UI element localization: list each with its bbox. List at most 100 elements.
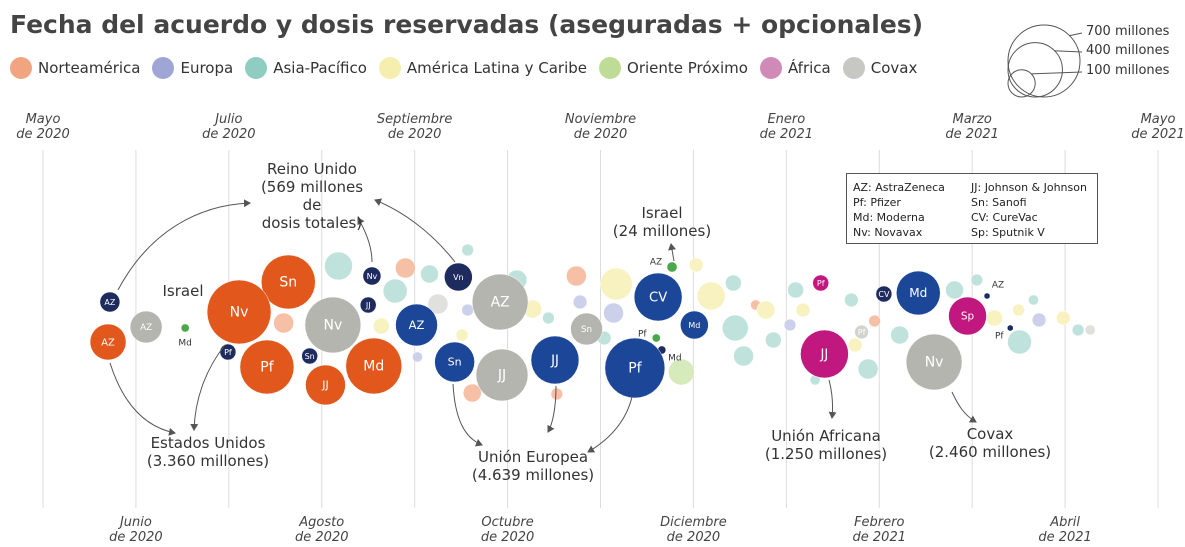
bubble (372, 317, 390, 335)
bubble (812, 274, 830, 292)
bubble (733, 345, 754, 367)
bubble (99, 291, 121, 313)
bubble-label: Md (178, 339, 191, 349)
bubble (600, 267, 633, 301)
bubble-label: Md (668, 354, 681, 364)
bubble (273, 312, 294, 334)
bubble (875, 285, 893, 303)
size-legend-label: 400 millones (1086, 43, 1170, 58)
bubble-label: Nv (367, 272, 378, 281)
bubble-label: AZ (650, 258, 662, 268)
legend-label: Europa (180, 59, 234, 77)
bubble (420, 264, 439, 284)
bubble (633, 272, 683, 322)
legend-item: Norteamérica (10, 57, 140, 79)
bubble (382, 278, 408, 304)
bubble (304, 296, 362, 354)
bubble (301, 347, 318, 365)
key-entry: Sn: Sanofi (971, 196, 1027, 209)
x-tick-label: Octubre de 2020 (480, 515, 535, 545)
bubble (471, 273, 529, 331)
size-legend-leader (1031, 71, 1083, 75)
legend-label: África (787, 59, 831, 77)
key-entry: Pf: Pfizer (853, 196, 901, 209)
bubble (1007, 329, 1032, 355)
key-entry: JJ: Johnson & Johnson (971, 181, 1087, 194)
x-tick-label: Agosto de 2020 (295, 515, 349, 545)
legend-label: Covax (870, 59, 918, 77)
bubble (345, 337, 403, 395)
bubble (756, 300, 776, 320)
x-tick-label: Julio de 2020 (202, 112, 256, 142)
legend-swatch (599, 57, 622, 79)
annotation: Estados Unidos (3.360 millones) (146, 434, 270, 470)
x-tick-label: Enero de 2021 (759, 112, 814, 142)
bubble-label: Md (909, 286, 927, 300)
bubble (787, 281, 804, 299)
arrows (109, 198, 977, 453)
bubble (362, 266, 382, 286)
bubble (550, 387, 564, 401)
bubble-label: JJ (365, 301, 371, 310)
bubble-label: JJ (497, 368, 506, 384)
bubble-label: Nv (324, 318, 343, 334)
bubble (689, 257, 704, 273)
size-legend-label: 100 millones (1086, 63, 1170, 78)
x-tick-label: Marzo de 2021 (945, 112, 999, 142)
bubble-label: Md (363, 359, 384, 375)
bubble (412, 351, 423, 363)
bubble (983, 292, 991, 300)
bubble (434, 341, 475, 383)
bubble (1071, 323, 1085, 337)
bubble (444, 262, 473, 292)
bubble (857, 358, 879, 380)
bubble (427, 293, 449, 315)
bubble-label: Pf (224, 348, 232, 357)
bubble (566, 265, 587, 287)
key-entry: Nv: Novavax (853, 226, 923, 239)
bubble (1012, 303, 1025, 317)
bubble-label: Md (688, 321, 700, 330)
bubble (395, 303, 438, 347)
bubble-label: AZ (140, 323, 152, 333)
bubble (324, 251, 353, 281)
bubble (721, 314, 749, 342)
key-entry: CV: CureVac (971, 211, 1038, 224)
x-tick-label: Mayo de 2020 (16, 112, 70, 142)
legend-swatch (378, 57, 401, 79)
x-tick-label: Septiembre de 2020 (376, 112, 453, 142)
legend-item: América Latina y Caribe (378, 57, 587, 79)
annotation: Israel (24 millones) (612, 204, 712, 240)
bubble (680, 310, 709, 340)
annotation: Unión Africana (1.250 millones) (764, 427, 888, 463)
bubble (948, 296, 987, 336)
bubble-label: Pf (638, 330, 647, 340)
bubble-label: Pf (858, 328, 866, 337)
bubble (1028, 294, 1039, 306)
bubble-label: AZ (992, 281, 1004, 291)
legend-swatch (152, 57, 175, 79)
bubble (570, 312, 603, 346)
annotation: Covax (2.460 millones) (928, 425, 1052, 461)
bubble-label: Pf (260, 360, 274, 376)
bubble (462, 383, 482, 403)
bubble (461, 303, 474, 317)
bubble (725, 274, 742, 292)
size-legend-leader (1069, 32, 1083, 37)
legend-label: Oriente Próximo (627, 59, 748, 77)
legend-swatch (759, 57, 782, 79)
x-tick-label: Abril de 2021 (1038, 515, 1092, 545)
bubble (696, 281, 726, 311)
legend-item: Oriente Próximo (599, 57, 748, 79)
bubble (854, 324, 869, 340)
bubble-label: Sn (581, 325, 592, 335)
key-entry: Sp: Sputnik V (971, 226, 1045, 239)
bubble (1084, 324, 1096, 336)
legend-item: Asia-Pacífico (245, 57, 367, 79)
bubble (666, 261, 678, 273)
bubble (461, 243, 474, 257)
bubble-label: Sn (448, 356, 462, 369)
size-legend-circle (1007, 69, 1036, 98)
bubble-label: JJ (321, 379, 328, 392)
